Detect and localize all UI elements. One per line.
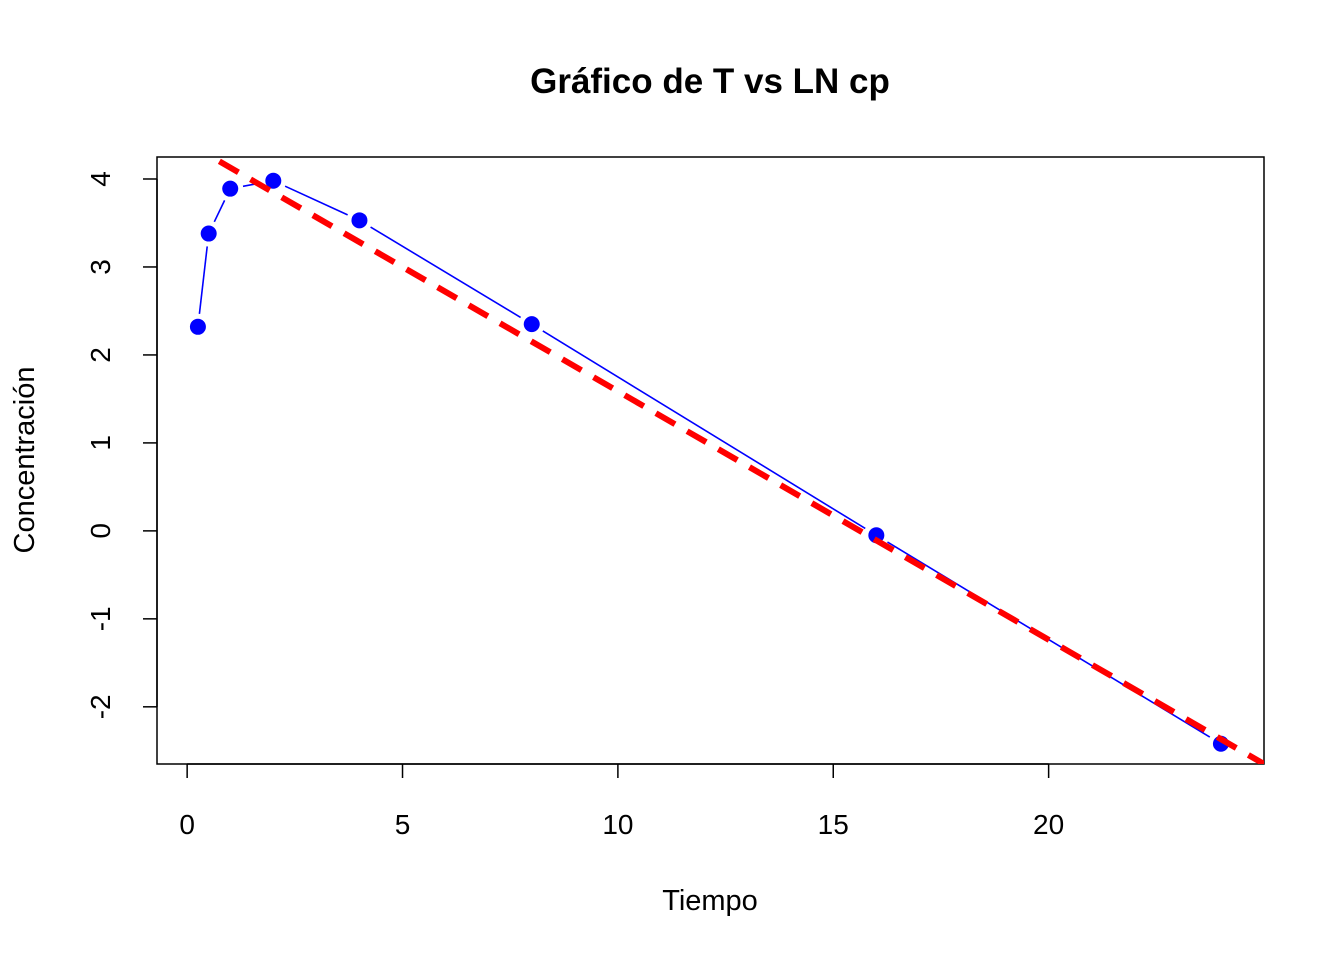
x-tick-label: 15 [818, 809, 849, 840]
y-tick-label: 2 [85, 347, 116, 363]
x-axis: 0 5 10 15 20 [179, 763, 1064, 840]
x-tick-label: 10 [602, 809, 633, 840]
series-line-segment [370, 226, 522, 319]
chart-title: Gráfico de T vs LN cp [530, 62, 890, 101]
y-tick-label: -1 [85, 606, 116, 631]
y-tick-label: 4 [85, 171, 116, 187]
data-point [265, 172, 282, 189]
y-tick-label: 1 [85, 435, 116, 451]
y-tick-label: 0 [85, 523, 116, 539]
x-tick-label: 5 [395, 809, 411, 840]
data-point [351, 212, 368, 229]
y-axis-label: Concentración [9, 367, 41, 554]
series-line-segment [542, 330, 866, 530]
series-line-segment [198, 246, 208, 314]
series-line-segment [213, 200, 226, 223]
plot-area [189, 157, 1264, 764]
x-tick-label: 0 [179, 809, 195, 840]
y-tick-label: 3 [85, 259, 116, 275]
x-axis-label: Tiempo [662, 885, 758, 917]
data-point [523, 316, 540, 333]
y-tick-label: -2 [85, 694, 116, 719]
data-point [189, 318, 206, 335]
data-point [200, 225, 217, 242]
y-axis: -2 -1 0 1 2 3 4 [85, 171, 158, 719]
fit-line [205, 157, 1264, 764]
data-point [222, 180, 239, 197]
series-line-segment [284, 185, 348, 216]
x-tick-label: 20 [1033, 809, 1064, 840]
plot-frame [156, 156, 1265, 765]
